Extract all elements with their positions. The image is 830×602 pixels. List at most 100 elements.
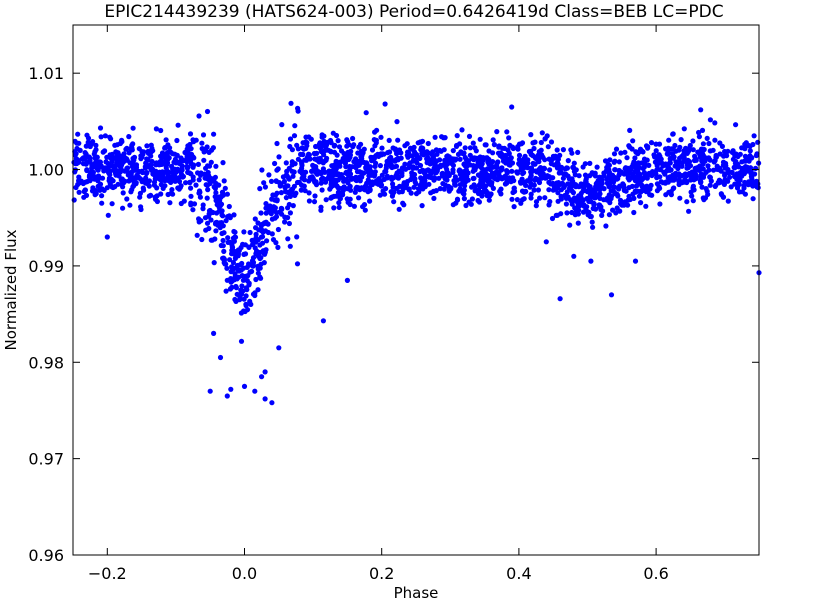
data-point [741,185,747,191]
data-point [717,140,723,146]
data-point [330,164,337,170]
data-point [747,148,753,154]
data-point [707,117,714,123]
data-point [82,187,88,193]
data-point [351,203,357,209]
data-point [653,148,659,154]
data-point [550,153,557,159]
x-tick-label: 0.2 [369,564,394,583]
data-point [163,158,169,164]
data-point [206,163,213,169]
data-point [432,134,438,140]
data-point [706,155,712,161]
data-point [303,169,309,175]
data-point [415,186,422,192]
data-point [89,188,96,194]
data-point [200,132,207,138]
data-point [322,148,328,154]
data-point [589,219,595,225]
data-point [676,172,683,178]
data-point [232,255,238,261]
data-point [732,160,739,166]
data-point [666,137,672,143]
data-point [555,161,561,167]
data-point [269,231,275,237]
data-point [217,354,224,361]
data-point [731,165,738,171]
data-point [467,145,473,151]
data-point [575,149,581,155]
data-point [404,152,410,158]
data-point [146,183,152,189]
data-point [571,253,577,259]
data-point [107,168,113,174]
data-point [238,310,244,316]
data-point [95,173,102,179]
data-point [212,174,218,180]
data-point [698,180,704,186]
data-point [699,184,705,190]
data-point [372,163,378,169]
data-point [290,203,296,209]
data-point [290,173,296,179]
data-point [574,198,581,204]
data-point [201,157,207,163]
data-point [109,201,115,207]
data-point [364,180,370,186]
data-point [454,133,460,139]
data-point [607,157,613,163]
data-point [273,214,280,220]
data-point [486,197,492,203]
data-point [413,191,420,197]
data-point [356,158,362,164]
data-point [152,194,158,200]
data-point [283,195,289,201]
data-point [746,179,752,185]
data-point [275,226,281,233]
y-tick-label: 1.00 [28,161,64,180]
data-point [369,147,376,153]
data-point [250,262,256,268]
data-point [285,205,291,211]
data-point [262,396,268,402]
data-point [258,261,264,267]
data-point [89,162,95,169]
data-point [522,179,528,185]
data-point [418,147,424,153]
data-point [206,177,212,183]
data-point [263,210,269,216]
data-point [224,191,230,197]
data-point [369,158,375,164]
data-point [477,161,483,167]
data-point [344,277,350,283]
data-point [114,152,121,158]
data-point [354,184,360,190]
data-point [516,156,523,163]
data-point [583,179,589,185]
data-point [394,151,400,157]
data-point [138,153,144,159]
data-point [85,135,92,141]
data-point [295,105,301,111]
data-point [547,199,553,205]
data-point [124,196,130,202]
data-point [663,179,669,185]
data-point [183,180,189,186]
data-point [252,292,258,299]
data-point [239,273,245,279]
data-point [386,137,392,143]
data-point [309,176,315,182]
data-point [153,162,159,168]
data-point [204,220,211,226]
data-point [441,186,447,192]
x-tick-label: 0.4 [506,564,531,583]
data-point [99,186,105,192]
data-point [252,388,258,394]
data-point [324,155,330,161]
data-point [165,149,171,156]
data-point [361,202,368,208]
data-point [198,218,204,224]
data-point [205,187,211,193]
data-point [336,144,343,150]
data-point [351,142,357,148]
